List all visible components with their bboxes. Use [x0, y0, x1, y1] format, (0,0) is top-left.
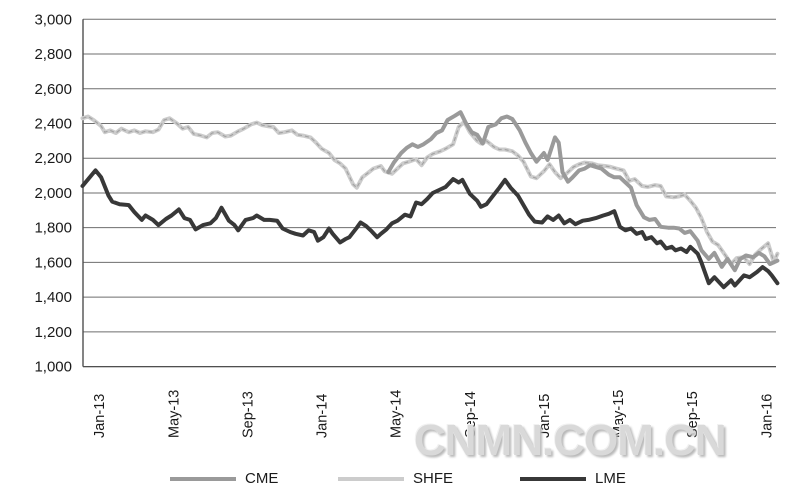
legend-swatch-cme — [170, 477, 236, 481]
x-axis-label: Jan-16 — [759, 394, 775, 438]
y-axis-label: 2,200 — [34, 150, 72, 167]
chart-legend: CME SHFE LME — [0, 469, 797, 493]
watermark: CNMN.COM.CN — [414, 416, 727, 465]
y-axis-label: 1,000 — [34, 359, 72, 376]
series-line-cme — [386, 110, 780, 273]
legend-item-shfe: SHFE — [338, 469, 453, 489]
y-axis-label: 2,800 — [34, 46, 72, 63]
legend-label: CME — [245, 470, 279, 487]
legend-label: SHFE — [413, 470, 454, 487]
x-axis-label: Jan-15 — [537, 394, 553, 438]
legend-item-lme: LME — [520, 469, 626, 489]
x-axis-label: Jan-14 — [315, 394, 331, 438]
x-axis-label: May-15 — [611, 390, 627, 438]
y-axis-label: 3,000 — [34, 11, 72, 28]
y-axis-label: 1,200 — [34, 324, 72, 341]
y-axis-label: 1,400 — [34, 289, 72, 306]
y-axis-label: 1,800 — [34, 220, 72, 237]
x-axis-label: Jan-13 — [92, 394, 108, 438]
legend-swatch-shfe — [338, 477, 404, 481]
series-line-lme — [80, 168, 780, 290]
legend-label: LME — [595, 470, 626, 487]
series-line-shfe-core — [82, 115, 778, 266]
y-axis-label: 2,600 — [34, 81, 72, 98]
y-axis-label: 2,400 — [34, 115, 72, 132]
x-axis-label: Sep-13 — [240, 391, 256, 438]
x-axis-label: May-14 — [389, 390, 405, 438]
x-axis-label: Sep-15 — [685, 391, 701, 438]
y-axis-label: 1,600 — [34, 254, 72, 271]
x-axis-label: Sep-14 — [463, 391, 479, 438]
x-axis-label: May-13 — [166, 390, 182, 438]
legend-item-cme: CME — [170, 469, 278, 489]
legend-swatch-lme — [520, 477, 586, 481]
y-axis-label: 2,000 — [34, 185, 72, 202]
